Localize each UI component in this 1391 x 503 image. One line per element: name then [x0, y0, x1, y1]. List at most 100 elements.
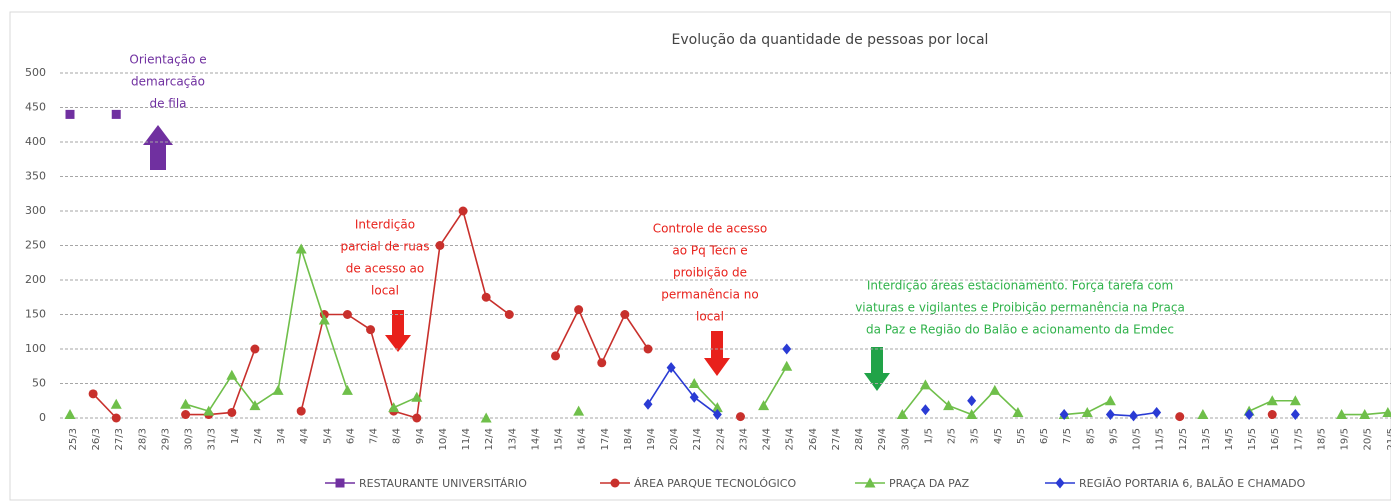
x-tick-label: 12/4 [484, 428, 495, 450]
x-tick-label: 15/5 [1247, 428, 1258, 450]
marker [712, 409, 722, 421]
x-tick-label: 14/5 [1224, 428, 1235, 450]
marker [1359, 409, 1371, 420]
marker [896, 409, 908, 420]
x-tick-label: 16/4 [577, 428, 588, 450]
marker [111, 413, 121, 423]
x-tick-label: 29/4 [877, 428, 888, 450]
marker [643, 398, 653, 410]
legend-label: RESTAURANTE UNIVERSITÁRIO [359, 477, 527, 490]
marker [65, 109, 75, 119]
marker [435, 241, 445, 250]
x-tick-label: 21/5 [1386, 428, 1391, 450]
marker [341, 384, 353, 395]
marker [574, 305, 584, 315]
annotation: de fila [149, 97, 186, 111]
marker [249, 400, 261, 411]
series-line [185, 348, 256, 416]
y-tick-label: 400 [25, 135, 46, 148]
y-tick-label: 350 [25, 170, 46, 183]
x-tick-label: 20/4 [669, 428, 680, 450]
marker [335, 478, 345, 488]
marker [1081, 406, 1093, 417]
x-tick-label: 25/3 [68, 428, 79, 450]
annotation: local [371, 284, 399, 298]
marker [480, 412, 492, 423]
y-tick-label: 0 [39, 411, 46, 424]
arrow [385, 310, 411, 352]
x-tick-label: 15/4 [554, 428, 565, 450]
marker [551, 351, 561, 361]
marker [272, 384, 284, 395]
x-tick-label: 3/5 [970, 428, 981, 444]
x-tick-label: 25/4 [785, 428, 796, 450]
arrow [864, 347, 890, 391]
x-tick-label: 8/5 [1085, 428, 1096, 444]
legend-label: ÁREA PARQUE TECNOLÓGICO [634, 477, 796, 490]
marker [643, 344, 653, 354]
annotation: Orientação e [129, 53, 206, 67]
marker [620, 310, 630, 319]
marker [989, 384, 1001, 395]
marker [388, 402, 400, 413]
x-tick-label: 26/3 [91, 428, 102, 450]
x-tick-label: 28/4 [854, 428, 865, 450]
marker [226, 369, 238, 380]
annotation: demarcação [131, 75, 205, 89]
annotation: viaturas e vigilantes e Proibição perman… [855, 301, 1185, 315]
marker [342, 310, 352, 319]
x-tick-label: 10/5 [1132, 428, 1143, 450]
marker [864, 477, 876, 488]
x-tick-label: 6/4 [345, 428, 356, 444]
marker [1290, 409, 1300, 421]
annotation: Interdição [355, 218, 415, 232]
x-tick-label: 4/4 [299, 428, 310, 444]
annotation: parcial de ruas [340, 240, 429, 254]
x-tick-label: 31/3 [207, 428, 218, 450]
x-tick-label: 30/4 [900, 428, 911, 450]
marker [318, 314, 330, 325]
x-tick-label: 5/5 [1016, 428, 1027, 444]
marker [688, 378, 700, 388]
x-tick-label: 27/3 [114, 428, 125, 450]
marker [1055, 477, 1065, 489]
legend-label: PRAÇA DA PAZ [889, 477, 970, 490]
marker [573, 405, 585, 416]
marker [782, 343, 792, 355]
y-tick-label: 50 [32, 377, 46, 390]
y-tick-label: 450 [25, 101, 46, 114]
y-tick-label: 150 [25, 308, 46, 321]
marker [1175, 412, 1185, 422]
marker [1129, 410, 1139, 422]
series-line [300, 209, 510, 420]
marker [1104, 395, 1116, 406]
x-tick-label: 6/5 [1039, 428, 1050, 444]
marker [203, 405, 215, 416]
marker [1152, 406, 1162, 418]
series-line [647, 366, 718, 416]
x-tick-label: 9/5 [1108, 428, 1119, 444]
x-tick-label: 17/5 [1293, 428, 1304, 450]
marker [110, 398, 122, 409]
x-tick-label: 28/3 [137, 428, 148, 450]
x-tick-label: 10/4 [438, 428, 449, 450]
marker [758, 400, 770, 411]
y-tick-label: 100 [25, 342, 46, 355]
marker [689, 391, 699, 403]
x-tick-label: 2/4 [253, 428, 264, 444]
marker [504, 310, 514, 319]
marker [666, 362, 676, 374]
annotation: local [696, 310, 724, 324]
marker [366, 325, 376, 335]
arrow [143, 125, 173, 170]
marker [735, 412, 745, 422]
x-tick-label: 24/4 [762, 428, 773, 450]
marker [481, 292, 491, 302]
marker [1105, 409, 1115, 421]
x-tick-label: 11/4 [461, 428, 472, 450]
y-tick-label: 500 [25, 66, 46, 79]
x-tick-label: 19/5 [1340, 428, 1351, 450]
marker [919, 379, 931, 390]
annotation: Controle de acesso [653, 222, 768, 236]
series-line [92, 393, 117, 419]
